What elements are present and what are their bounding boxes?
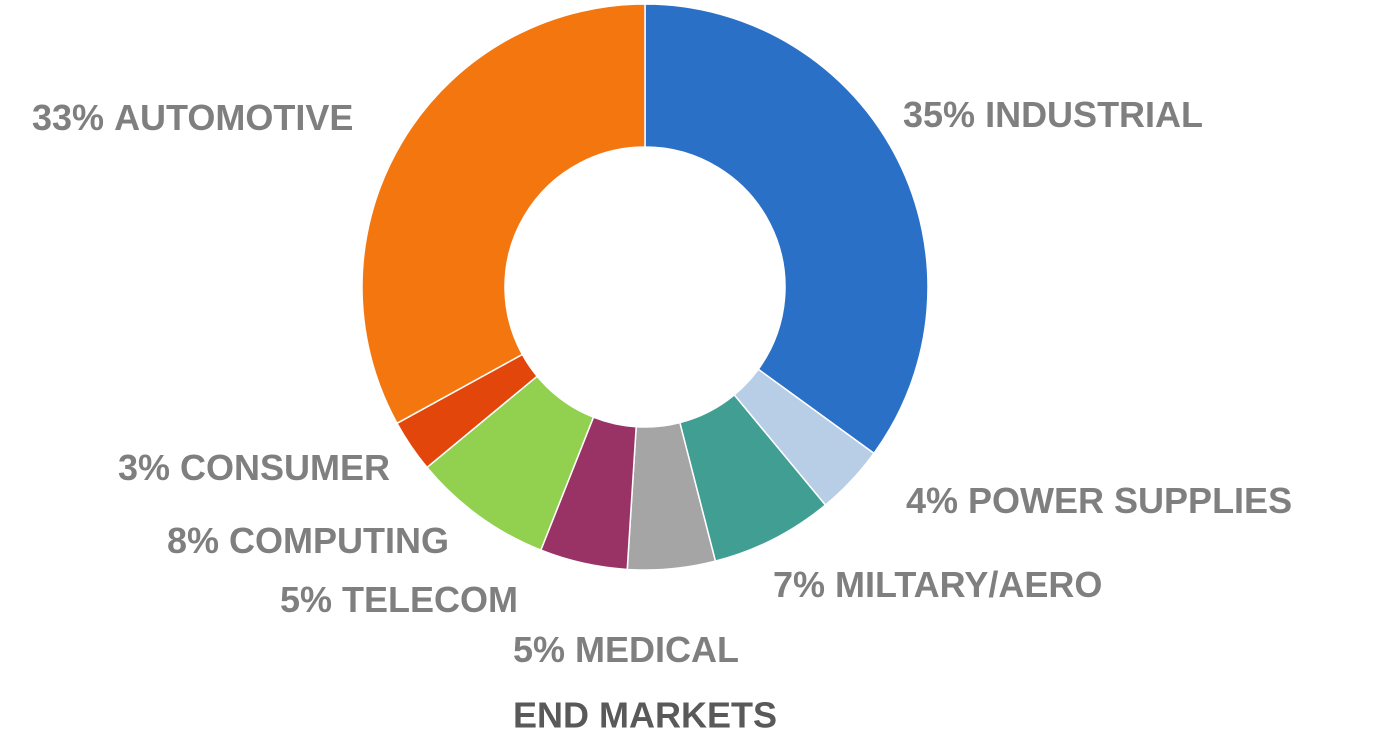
value-label: 5% [280,579,332,620]
category-label: MEDICAL [575,629,739,670]
value-label: 7% [773,564,825,605]
category-label: INDUSTRIAL [985,94,1203,135]
slice-label: 35% INDUSTRIAL [903,94,1203,135]
slice-label: 5% TELECOM [280,579,518,620]
value-label: 4% [906,480,958,521]
chart-title: END MARKETS [513,695,777,736]
value-label: 35% [903,94,975,135]
donut-slice [644,3,929,455]
slice-label: 5% MEDICAL [513,629,739,670]
category-label: CONSUMER [180,447,390,488]
value-label: 5% [513,629,565,670]
value-label: 8% [167,520,219,561]
category-label: POWER SUPPLIES [968,480,1292,521]
value-label: 3% [118,447,170,488]
slice-label: 33% AUTOMOTIVE [32,97,353,138]
category-label: TELECOM [342,579,518,620]
slice-label: 3% CONSUMER [118,447,390,488]
value-label: 33% [32,97,104,138]
slice-label: 7% MILTARY/AERO [773,564,1102,605]
slice-label: 8% COMPUTING [167,520,449,561]
category-label: MILTARY/AERO [835,564,1102,605]
slice-label: 4% POWER SUPPLIES [906,480,1292,521]
category-label: AUTOMOTIVE [114,97,353,138]
category-label: COMPUTING [229,520,449,561]
donut-slice [361,3,646,425]
